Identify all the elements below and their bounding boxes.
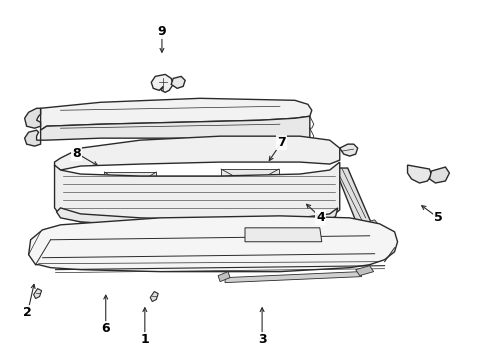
Polygon shape <box>54 162 340 224</box>
Polygon shape <box>408 165 432 183</box>
Text: 2: 2 <box>23 306 32 319</box>
Polygon shape <box>171 76 185 88</box>
Text: 7: 7 <box>277 136 286 149</box>
Polygon shape <box>28 216 397 272</box>
Text: 6: 6 <box>101 322 110 335</box>
Polygon shape <box>340 144 358 156</box>
Polygon shape <box>218 272 230 282</box>
Text: 5: 5 <box>434 211 442 224</box>
Text: 3: 3 <box>258 333 267 346</box>
Polygon shape <box>356 266 374 276</box>
Polygon shape <box>362 220 380 230</box>
Polygon shape <box>429 167 449 183</box>
Polygon shape <box>104 172 156 204</box>
Polygon shape <box>221 169 279 201</box>
Polygon shape <box>150 292 158 302</box>
Polygon shape <box>24 108 41 128</box>
Text: 8: 8 <box>72 147 81 159</box>
Polygon shape <box>151 75 173 92</box>
Polygon shape <box>34 289 42 298</box>
Polygon shape <box>175 226 368 236</box>
Text: 1: 1 <box>141 333 149 346</box>
Polygon shape <box>41 98 312 130</box>
Polygon shape <box>54 136 340 170</box>
Polygon shape <box>24 130 41 146</box>
Text: 9: 9 <box>158 25 166 38</box>
Polygon shape <box>56 208 338 228</box>
Polygon shape <box>335 168 371 226</box>
Polygon shape <box>170 226 180 236</box>
Polygon shape <box>41 116 310 140</box>
Text: 4: 4 <box>317 211 325 224</box>
Polygon shape <box>225 272 362 283</box>
Polygon shape <box>245 228 322 242</box>
